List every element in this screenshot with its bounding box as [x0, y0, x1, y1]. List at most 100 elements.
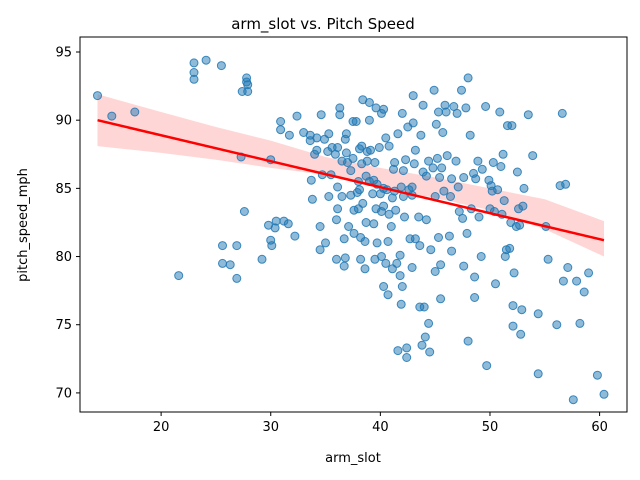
data-point [93, 91, 102, 101]
data-point [408, 91, 418, 101]
data-point [339, 234, 349, 244]
data-point [488, 158, 498, 167]
data-point [471, 174, 481, 184]
data-point [335, 103, 345, 113]
data-point [482, 361, 492, 371]
data-point [463, 73, 473, 83]
data-point [306, 175, 316, 185]
data-point [441, 107, 451, 117]
data-point [356, 254, 366, 264]
data-point [552, 320, 562, 330]
x-axis-ticks: 20 30 40 50 60 [153, 412, 608, 435]
data-point [189, 74, 199, 84]
data-point [337, 192, 347, 201]
data-point [424, 318, 434, 328]
data-point [493, 185, 503, 195]
x-tick-label: 30 [262, 420, 279, 435]
data-point [395, 250, 405, 260]
data-point [459, 173, 469, 182]
data-point [276, 125, 286, 135]
data-point [436, 294, 446, 304]
data-point [431, 119, 441, 129]
data-point [324, 192, 334, 201]
data-point [457, 85, 466, 95]
data-point [458, 213, 468, 223]
y-tick-label: 80 [55, 250, 72, 265]
chart-title: arm_slot vs. Pitch Speed [231, 15, 415, 34]
data-point [364, 98, 374, 107]
data-point [436, 260, 446, 270]
data-point [447, 246, 457, 256]
data-point [360, 237, 370, 246]
data-point [381, 133, 391, 143]
data-point [396, 182, 406, 192]
data-point [346, 166, 356, 176]
plot-area [79, 36, 628, 413]
data-point [332, 215, 341, 225]
data-point [307, 194, 317, 204]
data-point [340, 253, 350, 263]
data-point [507, 121, 517, 131]
data-point [491, 279, 500, 289]
data-point [362, 156, 372, 166]
data-point [459, 261, 469, 271]
data-point [572, 276, 582, 286]
data-point [476, 252, 486, 261]
data-point [216, 61, 226, 71]
data-point [232, 241, 242, 251]
data-point [421, 215, 431, 225]
data-point [383, 237, 393, 246]
data-point [509, 268, 519, 278]
data-point [428, 163, 438, 173]
data-point [358, 198, 368, 208]
data-point [201, 55, 211, 65]
data-point [348, 153, 358, 163]
data-point [386, 222, 396, 231]
data-point [397, 282, 407, 291]
data-point [505, 243, 515, 253]
data-point [442, 151, 452, 161]
data-point [579, 287, 589, 297]
data-point [420, 332, 430, 342]
data-point [434, 107, 443, 117]
data-point [357, 141, 367, 151]
y-tick-label: 90 [55, 114, 72, 129]
data-point [453, 182, 463, 192]
data-point [384, 141, 394, 151]
data-point [370, 158, 380, 167]
data-point [415, 241, 425, 251]
data-point [391, 205, 401, 215]
data-point [462, 228, 472, 238]
confidence-band [97, 94, 604, 257]
data-point [465, 130, 475, 140]
data-point [400, 212, 409, 222]
x-tick-label: 40 [372, 420, 389, 435]
y-axis-label: pitch_speed_mph [16, 168, 31, 282]
data-point [377, 252, 386, 261]
data-point [414, 212, 424, 222]
data-point [408, 118, 418, 128]
data-point [518, 201, 528, 211]
y-tick-label: 75 [55, 318, 72, 333]
data-point [315, 222, 325, 231]
data-point [361, 218, 371, 227]
data-point [568, 395, 578, 405]
data-point [381, 258, 391, 268]
data-point [271, 216, 281, 226]
data-point [432, 153, 442, 163]
data-point [355, 185, 364, 195]
data-point [461, 103, 471, 113]
data-point [383, 290, 393, 300]
data-point [515, 220, 525, 230]
data-point [333, 182, 343, 192]
data-point [452, 108, 462, 118]
confidence-band-layer [97, 94, 604, 257]
data-point [257, 254, 267, 264]
x-tick-label: 60 [591, 420, 608, 435]
data-point [351, 117, 361, 126]
data-point [563, 263, 573, 272]
data-point [508, 321, 518, 331]
data-point [321, 238, 330, 248]
data-point [592, 370, 602, 380]
